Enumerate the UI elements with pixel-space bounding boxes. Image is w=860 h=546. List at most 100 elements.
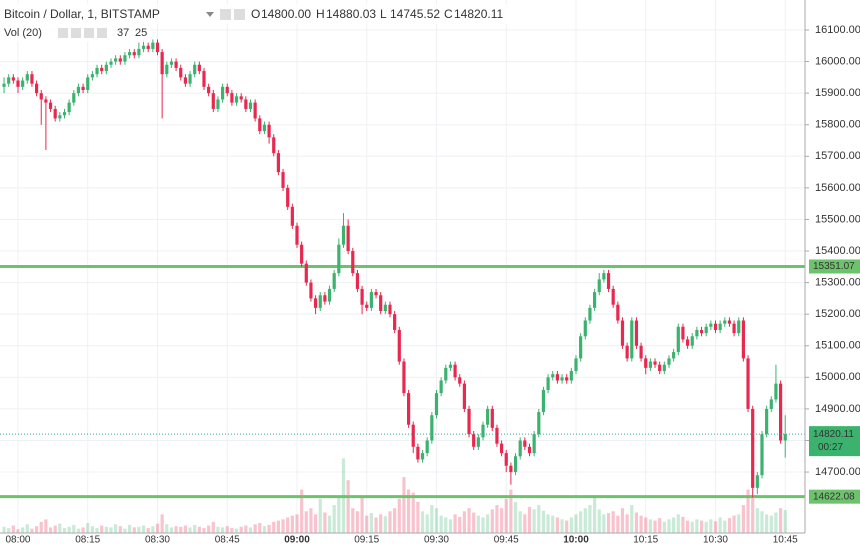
candle-body: [662, 364, 666, 372]
candle-body: [272, 137, 276, 154]
x-tick-label: 09:30: [424, 535, 449, 546]
header-icon[interactable]: [220, 9, 231, 20]
candle-body: [555, 374, 559, 381]
candle-body: [11, 77, 15, 81]
volume-bar: [95, 528, 99, 533]
volume-bar: [262, 526, 267, 533]
volume-bar: [90, 526, 94, 533]
volume-bar: [253, 524, 257, 533]
candle-body: [592, 292, 597, 308]
candle-body: [7, 77, 11, 84]
volume-bar: [207, 525, 211, 533]
volume-bar: [551, 515, 555, 533]
volume-bar: [490, 509, 494, 533]
volume-bar: [709, 519, 713, 533]
volume-bar: [430, 505, 434, 533]
volume-bar: [462, 511, 466, 533]
candle-body: [448, 364, 453, 368]
volume-bar: [411, 492, 415, 533]
volume-bar: [216, 526, 220, 533]
candle-body: [174, 61, 178, 68]
candle-body: [313, 298, 318, 308]
header-icon[interactable]: [84, 28, 94, 38]
volume-bar: [360, 495, 364, 533]
level-label: 15351.07: [813, 261, 855, 272]
y-tick-label: 15800.00: [815, 119, 860, 131]
candle-body: [118, 58, 122, 62]
candle-body: [588, 307, 592, 321]
volume-bar: [202, 528, 206, 533]
candle-body: [425, 440, 429, 454]
volume-bar: [67, 526, 71, 533]
candle-body: [188, 74, 192, 84]
header-icon[interactable]: [71, 28, 81, 38]
y-tick-label: 16000.00: [815, 55, 860, 67]
candle-body: [230, 93, 234, 103]
candle-body: [197, 64, 201, 72]
volume-bar: [72, 524, 76, 533]
volume-bar: [620, 508, 625, 533]
candle-body: [699, 329, 704, 334]
candle-body: [309, 282, 313, 299]
volume-bar: [225, 526, 229, 533]
candle-body: [751, 408, 755, 488]
level-label-bg: [809, 489, 860, 504]
volume-bar: [188, 527, 192, 533]
volume-bar: [681, 516, 685, 533]
candle-body: [685, 339, 690, 346]
candle-body: [253, 102, 257, 119]
candle-body: [351, 251, 355, 274]
candle-body: [327, 288, 332, 302]
volume-bar: [114, 524, 118, 533]
candle-body: [523, 440, 527, 447]
volume-bar: [127, 524, 132, 533]
volume-bar: [606, 513, 611, 533]
header-icon[interactable]: [58, 28, 68, 38]
candle-body: [234, 96, 239, 103]
volume-bar: [704, 521, 708, 533]
volume-bar: [476, 515, 480, 533]
volume-bar: [318, 498, 322, 533]
candle-body: [583, 320, 587, 337]
header-icon[interactable]: [97, 28, 107, 38]
ohlc-letter: C: [444, 7, 453, 21]
candle-body: [513, 456, 518, 473]
candle-body: [86, 77, 90, 90]
volume-bar: [406, 489, 411, 533]
volume-bar: [420, 511, 425, 533]
volume-bar: [537, 505, 541, 533]
x-tick-label: 08:15: [75, 535, 100, 546]
candle-body: [769, 399, 773, 409]
volume-bar: [486, 514, 490, 533]
candle-body: [169, 61, 174, 65]
volume-bar: [183, 525, 187, 533]
y-tick-label: 15200.00: [815, 308, 860, 320]
volume-bar: [160, 514, 164, 533]
candle-body: [109, 61, 113, 65]
volume-bar: [667, 519, 671, 533]
candle-body: [341, 225, 346, 245]
volume-bar: [290, 515, 294, 533]
candle-body: [95, 67, 99, 75]
candle-body: [444, 367, 448, 381]
candle-body: [453, 364, 457, 378]
candle-body: [244, 99, 248, 109]
dropdown-icon[interactable]: [206, 12, 214, 17]
last-price-bg: [809, 426, 860, 457]
volume-bar: [244, 525, 248, 533]
volume-ma-value: 25: [135, 27, 147, 39]
volume-bar: [513, 501, 518, 533]
candle-body: [30, 74, 34, 84]
volume-bar: [751, 495, 755, 533]
candle-body: [597, 279, 601, 293]
candle-body: [360, 288, 364, 305]
y-tick-label: 15300.00: [815, 277, 860, 289]
x-tick-label: 10:45: [773, 535, 798, 546]
candle-body: [276, 153, 280, 173]
volume-bar: [141, 525, 146, 533]
volume-bar: [662, 521, 666, 533]
header-icon[interactable]: [234, 9, 245, 20]
volume-bar: [11, 525, 15, 533]
